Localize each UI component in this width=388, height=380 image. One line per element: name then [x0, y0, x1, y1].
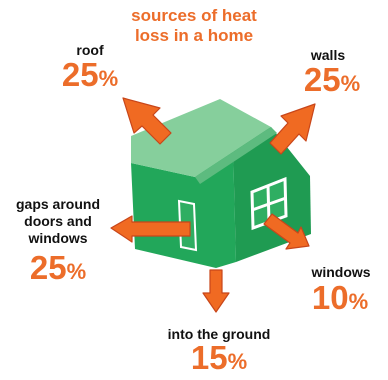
arrow-walls	[269, 103, 316, 155]
house-roof-edge	[195, 127, 277, 184]
label-walls-line: walls	[310, 47, 346, 63]
value-roof-unit: %	[98, 66, 119, 91]
value-roof: 25%	[40, 57, 140, 97]
value-ground-unit: %	[227, 349, 248, 374]
arrow-ground	[202, 269, 230, 313]
arrow-gaps	[110, 215, 191, 243]
arrow-roof	[122, 97, 172, 145]
value-ground-number: 15	[190, 339, 228, 376]
value-ground: 15%	[169, 340, 269, 380]
value-windows: 10%	[292, 280, 388, 320]
title-line-2: loss in a home	[134, 26, 254, 45]
label-roof-line: roof	[76, 42, 104, 58]
label-windows-line: windows	[311, 264, 371, 280]
window	[250, 176, 288, 231]
value-walls-number: 25	[303, 61, 341, 98]
label-gaps: gaps around doors and windows	[8, 196, 108, 247]
value-walls: 25%	[282, 62, 382, 102]
label-ground: into the ground	[144, 326, 294, 343]
house-roof	[131, 99, 271, 177]
value-gaps-unit: %	[66, 259, 87, 284]
label-gaps-line-3: windows	[28, 230, 88, 246]
value-windows-number: 10	[311, 279, 349, 316]
value-gaps: 25%	[8, 250, 108, 290]
label-ground-line: into the ground	[167, 326, 271, 342]
label-walls: walls	[288, 47, 368, 64]
value-windows-unit: %	[348, 289, 369, 314]
diagram-title: sources of heat loss in a home	[0, 6, 388, 46]
label-gaps-line-2: doors and	[24, 213, 92, 229]
title-line-1: sources of heat	[131, 6, 257, 25]
value-roof-number: 25	[61, 56, 99, 93]
arrow-windows	[263, 213, 310, 250]
label-gaps-line-1: gaps around	[15, 196, 100, 212]
value-walls-unit: %	[340, 71, 361, 96]
label-roof: roof	[50, 42, 130, 59]
label-windows: windows	[298, 264, 384, 281]
value-gaps-number: 25	[29, 249, 67, 286]
